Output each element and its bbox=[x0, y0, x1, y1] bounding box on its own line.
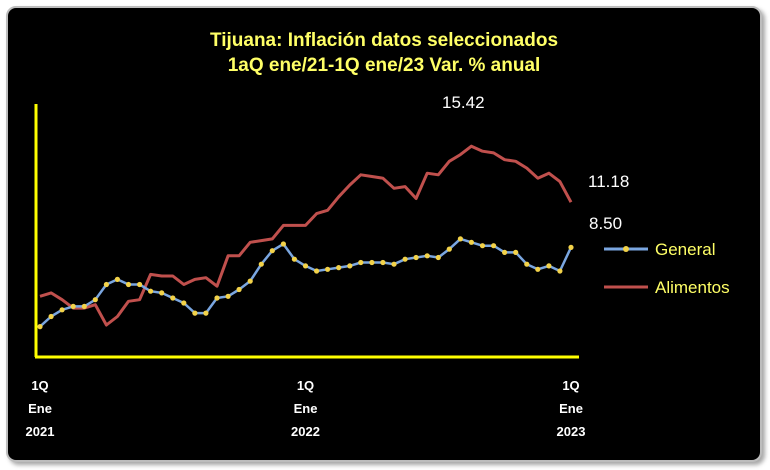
general-point bbox=[225, 293, 231, 299]
chart-panel: Tijuana: Inflación datos seleccionados 1… bbox=[6, 6, 762, 462]
general-point bbox=[92, 297, 98, 303]
general-point bbox=[302, 263, 309, 269]
general-point bbox=[192, 310, 198, 316]
alimentos-max-label: 15.42 bbox=[442, 93, 485, 112]
legend-marker-general bbox=[623, 246, 629, 252]
general-point bbox=[402, 256, 408, 262]
alimentos-last-label: 11.18 bbox=[588, 172, 629, 191]
general-point bbox=[159, 290, 165, 296]
general-point bbox=[103, 281, 109, 288]
general-point bbox=[114, 276, 120, 282]
legend-item-alimentos: Alimentos bbox=[604, 278, 730, 297]
general-point bbox=[391, 261, 397, 267]
general-point bbox=[358, 259, 364, 266]
general-point bbox=[325, 266, 331, 272]
x-tick-labels: 1Q Ene 2021 1Q Ene 2022 1Q Ene 2023 bbox=[26, 378, 586, 439]
x-tick-label: 1Q bbox=[31, 378, 48, 393]
general-point bbox=[280, 241, 286, 247]
x-tick-label: Ene bbox=[294, 401, 318, 416]
general-point bbox=[148, 288, 154, 294]
chart-title-line-2: 1aQ ene/21-1Q ene/23 Var. % anual bbox=[228, 55, 541, 76]
general-point bbox=[269, 248, 275, 254]
chart-title-line-1: Tijuana: Inflación datos seleccionados bbox=[210, 30, 558, 51]
x-tick-label: 2023 bbox=[557, 424, 586, 439]
general-point bbox=[170, 295, 176, 301]
general-point bbox=[491, 243, 497, 249]
general-point bbox=[258, 261, 264, 267]
general-point bbox=[557, 268, 563, 274]
general-point bbox=[380, 259, 386, 266]
axes bbox=[34, 104, 579, 359]
general-point bbox=[203, 310, 209, 316]
x-tick-label: Ene bbox=[28, 401, 52, 416]
general-point bbox=[413, 254, 419, 261]
x-tick-label: 2022 bbox=[291, 424, 320, 439]
legend: General Alimentos bbox=[604, 240, 730, 297]
general-point bbox=[502, 249, 508, 255]
general-point bbox=[214, 295, 220, 301]
general-point bbox=[435, 254, 441, 261]
x-tick-label: Ene bbox=[559, 401, 583, 416]
general-point bbox=[247, 278, 253, 284]
general-point bbox=[446, 246, 452, 252]
general-point bbox=[137, 281, 143, 288]
general-last-label: 8.50 bbox=[589, 214, 622, 233]
general-point bbox=[59, 307, 65, 313]
general-point bbox=[424, 253, 430, 259]
general-point bbox=[291, 256, 297, 262]
general-point bbox=[181, 300, 187, 306]
general-point bbox=[369, 259, 375, 266]
general-point bbox=[347, 263, 353, 269]
x-tick-label: 1Q bbox=[562, 378, 579, 393]
general-point bbox=[336, 265, 342, 271]
legend-label-alimentos: Alimentos bbox=[655, 278, 730, 297]
general-point bbox=[37, 324, 43, 330]
general-point bbox=[513, 249, 519, 255]
general-point bbox=[125, 281, 132, 288]
general-point bbox=[546, 263, 552, 269]
general-point bbox=[457, 236, 463, 242]
general-point bbox=[48, 313, 54, 320]
inflation-line-chart: Tijuana: Inflación datos seleccionados 1… bbox=[26, 30, 730, 439]
series-lines bbox=[39, 144, 573, 328]
general-point bbox=[70, 303, 76, 309]
general-point bbox=[479, 243, 486, 249]
general-point bbox=[314, 268, 320, 274]
general-point bbox=[535, 266, 541, 272]
general-markers bbox=[37, 236, 574, 330]
legend-label-general: General bbox=[655, 240, 715, 259]
general-point bbox=[236, 286, 242, 293]
general-point bbox=[468, 239, 474, 245]
general-point bbox=[568, 244, 574, 250]
x-tick-label: 1Q bbox=[297, 378, 314, 393]
general-point bbox=[524, 261, 530, 267]
x-tick-label: 2021 bbox=[26, 424, 55, 439]
legend-item-general: General bbox=[604, 240, 715, 259]
general-point bbox=[81, 303, 87, 309]
series-line-alimentos bbox=[39, 144, 573, 327]
